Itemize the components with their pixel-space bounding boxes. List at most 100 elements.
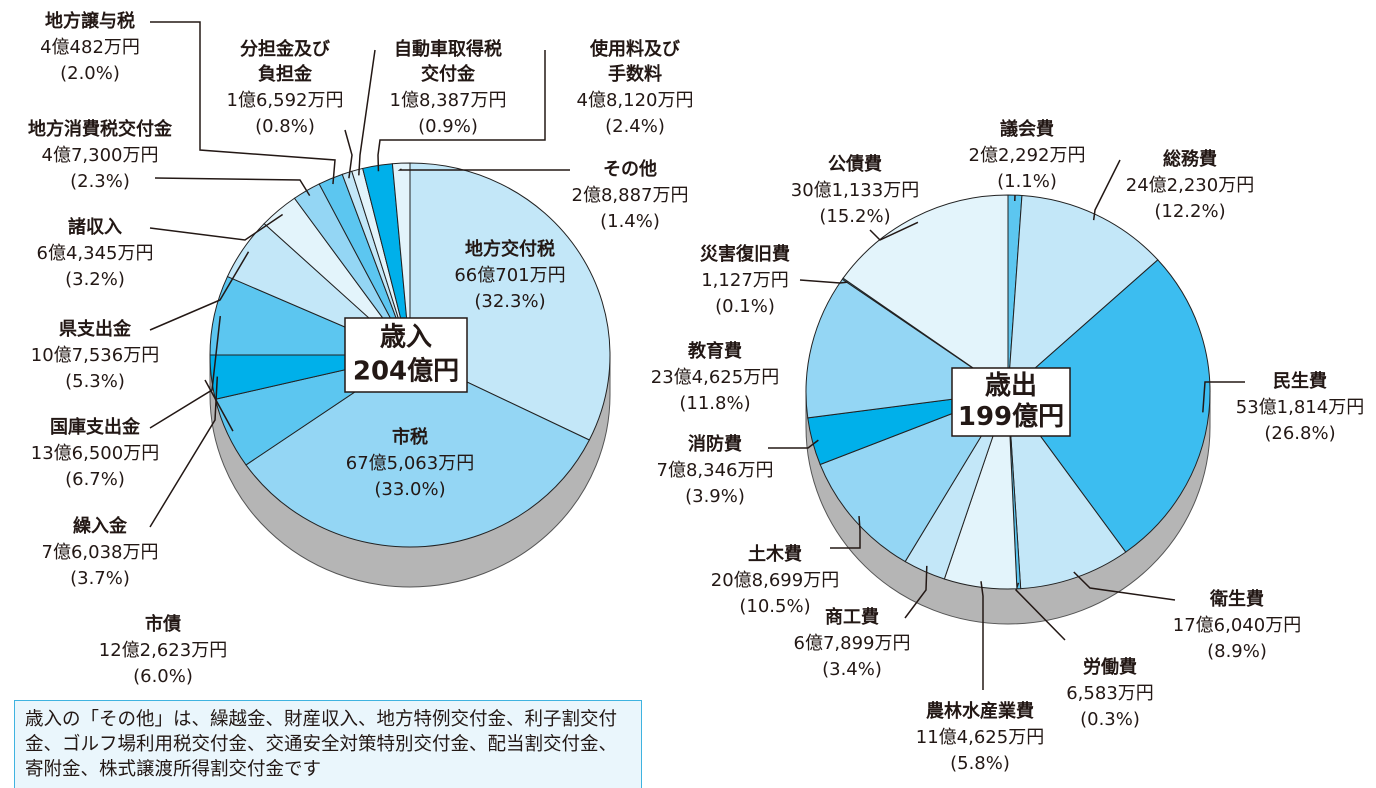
value-label: (6.0%) <box>133 666 193 687</box>
leader-line <box>344 129 353 179</box>
leader-line <box>377 50 546 172</box>
category-label: その他 <box>603 158 657 180</box>
amount-label: 7億8,346万円 <box>657 460 774 481</box>
amount-label: 4億7,300万円 <box>42 145 159 166</box>
leader-line <box>149 213 284 241</box>
category-label: 市税 <box>392 426 428 448</box>
amount-label: 6億4,345万円 <box>37 243 154 264</box>
category-label: 農林水産業費 <box>926 700 1034 722</box>
amount-label: 2億8,887万円 <box>572 185 689 206</box>
amount-label: 7億6,038万円 <box>42 542 159 563</box>
amount-label: 1億8,387万円 <box>390 90 507 111</box>
category-label: 民生費 <box>1273 370 1327 392</box>
value-label: (1.1%) <box>997 171 1057 192</box>
label-line: 交付金 <box>421 63 476 85</box>
pie-slice <box>245 354 591 548</box>
amount-label: 24億2,230万円 <box>1126 175 1254 196</box>
amount-label: 4億8,120万円 <box>577 90 694 111</box>
leader-line <box>830 516 861 549</box>
leader-line <box>799 279 848 284</box>
label-line: 使用料及び <box>589 38 681 60</box>
amount-label: 6億7,899万円 <box>794 633 911 654</box>
leader-line <box>358 49 376 176</box>
value-label: (10.5%) <box>739 596 810 617</box>
amount-label: 12億2,623万円 <box>99 640 227 661</box>
leader-line <box>980 581 984 690</box>
amount-label: 11億4,625万円 <box>916 727 1044 748</box>
amount-label: 2億2,292万円 <box>969 145 1086 166</box>
leader-line <box>149 251 250 331</box>
label-line: 手数料 <box>608 63 662 85</box>
leader-line <box>149 376 219 528</box>
amount-label: 67億5,063万円 <box>346 453 474 474</box>
category-label: 諸収入 <box>68 216 122 238</box>
category-label: 地方消費税交付金 <box>28 118 173 140</box>
category-label: 県支出金 <box>59 318 132 340</box>
leader-line <box>768 439 819 449</box>
amount-label: 6,583万円 <box>1066 683 1154 704</box>
label-line: 自動車取得税 <box>394 38 502 60</box>
value-label: (5.8%) <box>950 753 1010 774</box>
value-label: (26.8%) <box>1264 423 1335 444</box>
pie-slice <box>391 162 411 356</box>
pie-slice <box>1007 259 1211 553</box>
value-label: (3.7%) <box>70 568 130 589</box>
category-label: 衛生費 <box>1209 588 1264 610</box>
value-label: (33.0%) <box>374 479 445 500</box>
value-label: (2.3%) <box>70 171 130 192</box>
category-label: 国庫支出金 <box>50 416 141 438</box>
category-label: 地方交付税 <box>465 238 555 260</box>
amount-label: 17億6,040万円 <box>1173 615 1301 636</box>
value-label: (0.3%) <box>1080 709 1140 730</box>
value-label: (6.7%) <box>65 469 125 490</box>
value-label: (32.3%) <box>474 291 545 312</box>
category-label: 公債費 <box>828 153 882 175</box>
value-label: (0.9%) <box>418 116 478 137</box>
leader-line <box>149 316 222 429</box>
category-label: 繰入金 <box>73 515 128 537</box>
value-label: (15.2%) <box>819 206 890 227</box>
amount-label: 20億8,699万円 <box>711 570 839 591</box>
value-label: (8.9%) <box>1207 641 1267 662</box>
center-title: 歳出 <box>985 371 1037 401</box>
leader-line <box>150 21 336 185</box>
category-label: 労働費 <box>1083 656 1137 678</box>
value-label: (11.8%) <box>679 393 750 414</box>
value-label: (3.2%) <box>65 269 125 290</box>
value-label: (12.2%) <box>1154 201 1225 222</box>
category-label: 土木費 <box>748 543 802 565</box>
center-box <box>344 317 468 393</box>
amount-label: 30億1,133万円 <box>791 180 919 201</box>
amount-label: 1億6,592万円 <box>227 90 344 111</box>
leader-line <box>1202 381 1245 413</box>
leader-line <box>1073 571 1176 601</box>
category-label: 消防費 <box>688 433 742 455</box>
center-total: 204億円 <box>353 357 459 387</box>
category-label: 自動車取得税交付金 <box>394 38 502 85</box>
value-label: (3.4%) <box>822 659 882 680</box>
leader-line <box>904 565 928 619</box>
leader-line <box>1015 582 1066 641</box>
value-label: (0.1%) <box>715 296 775 317</box>
amount-label: 13億6,500万円 <box>31 443 159 464</box>
category-label: 教育費 <box>688 340 742 362</box>
center-title: 歳入 <box>380 322 432 352</box>
category-label: 議会費 <box>1000 118 1054 140</box>
value-label: (2.0%) <box>60 63 120 84</box>
amount-label: 23億4,625万円 <box>651 367 779 388</box>
leader-line <box>1092 159 1121 221</box>
leader-line <box>397 168 570 171</box>
pie-slice <box>1007 390 1127 590</box>
amount-label: 4億482万円 <box>40 37 140 58</box>
label-line: 負担金 <box>258 63 313 85</box>
amount-label: 66億701万円 <box>454 265 565 286</box>
center-total: 199億円 <box>958 402 1064 432</box>
label-line: 分担金及び <box>240 38 331 60</box>
amount-label: 10億7,536万円 <box>31 345 159 366</box>
leader-line <box>204 379 234 432</box>
pie-slice <box>1007 194 1159 394</box>
category-label: 分担金及び負担金 <box>240 38 331 85</box>
note: 歳入の「その他」は、繰越金、財産収入、地方特例交付金、利子割交付金、ゴルフ場利用… <box>14 700 642 788</box>
